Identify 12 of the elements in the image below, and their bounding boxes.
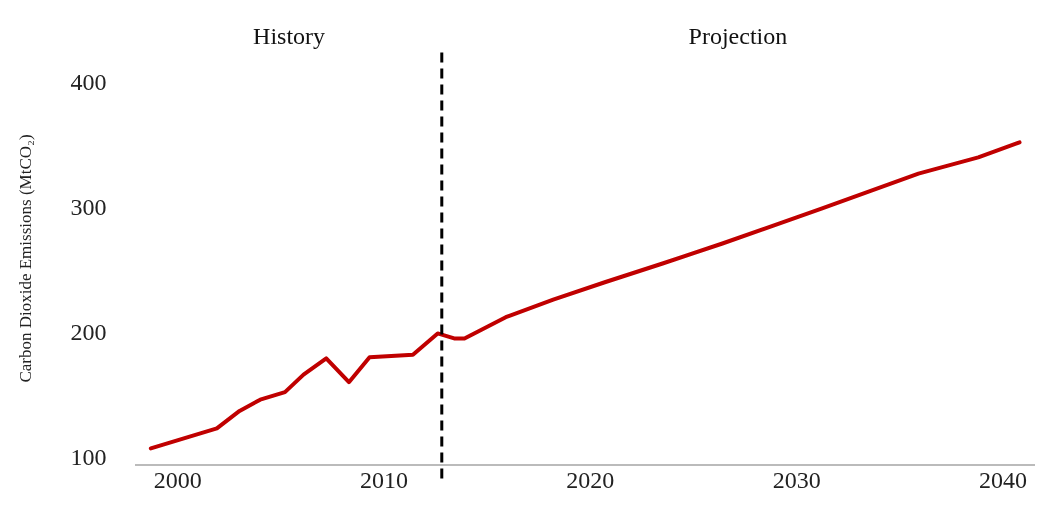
x-tick-label: 2040	[979, 467, 1028, 494]
text: Projection	[688, 23, 788, 50]
x-tick-label: 2020	[566, 467, 615, 494]
y-tick-label: 300	[70, 193, 107, 220]
y-tick-label: 100	[70, 443, 107, 470]
y-tick-label: 200	[70, 318, 107, 345]
y-axis-title: Carbon Dioxide Emissions (MtCO₂)	[15, 134, 35, 383]
text: History	[253, 23, 326, 50]
x-tick-label: 2000	[153, 467, 202, 494]
x-tick-label: 2030	[772, 467, 821, 494]
x-tick-label: 2010	[360, 467, 409, 494]
y-tick-label: 400	[70, 68, 107, 95]
